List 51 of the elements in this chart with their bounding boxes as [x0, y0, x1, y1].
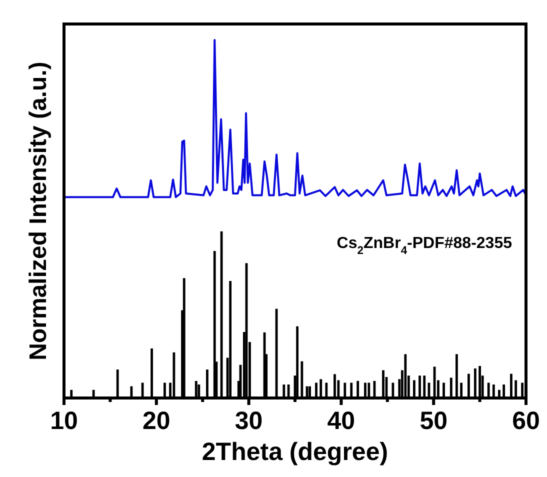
bar [423, 376, 426, 397]
y-axis-title: Normalized Intensity (a.u.) [25, 62, 52, 360]
bar [382, 370, 384, 397]
bar [116, 370, 119, 397]
bar [510, 374, 512, 397]
x-tick-label: 20 [142, 407, 170, 435]
bar [92, 390, 95, 397]
x-tick-label: 50 [420, 407, 448, 435]
bar [206, 370, 208, 397]
bar [229, 280, 232, 397]
bar [368, 382, 370, 397]
bar [282, 384, 286, 397]
bar [404, 354, 407, 397]
bar [300, 361, 304, 397]
bar [521, 382, 524, 397]
bar [456, 354, 458, 397]
bar [350, 382, 353, 397]
bar [418, 376, 421, 397]
bar [498, 390, 500, 397]
bar [468, 374, 470, 397]
bar [315, 382, 318, 397]
x-tick-label: 30 [234, 407, 263, 435]
x-tick-label: 40 [327, 407, 356, 435]
bar [198, 384, 200, 397]
bar [213, 250, 216, 397]
bar [356, 380, 360, 397]
bar [502, 384, 506, 397]
bar [164, 382, 166, 397]
x-axis-title: 2Theta (degree) [202, 438, 388, 466]
bar [460, 382, 463, 397]
bar [514, 380, 518, 397]
bar [182, 278, 186, 397]
bar [70, 390, 73, 397]
bar [487, 382, 490, 397]
text: Cs$_{2}$ZnBr$_{4}$-PDF#88-2355 [336, 235, 512, 257]
x-tick-label: 10 [50, 407, 78, 435]
bar [442, 382, 445, 397]
bar [320, 379, 322, 397]
bar [492, 384, 495, 397]
bar [150, 348, 153, 397]
bar [450, 378, 452, 397]
bar [194, 380, 198, 397]
bar [364, 382, 366, 397]
bar [344, 382, 346, 397]
bar [412, 380, 416, 397]
bar [325, 382, 328, 397]
bar [474, 368, 476, 397]
x-tick-label: 60 [512, 407, 540, 435]
bar [334, 374, 336, 397]
bar [392, 382, 394, 397]
bar [308, 386, 311, 397]
